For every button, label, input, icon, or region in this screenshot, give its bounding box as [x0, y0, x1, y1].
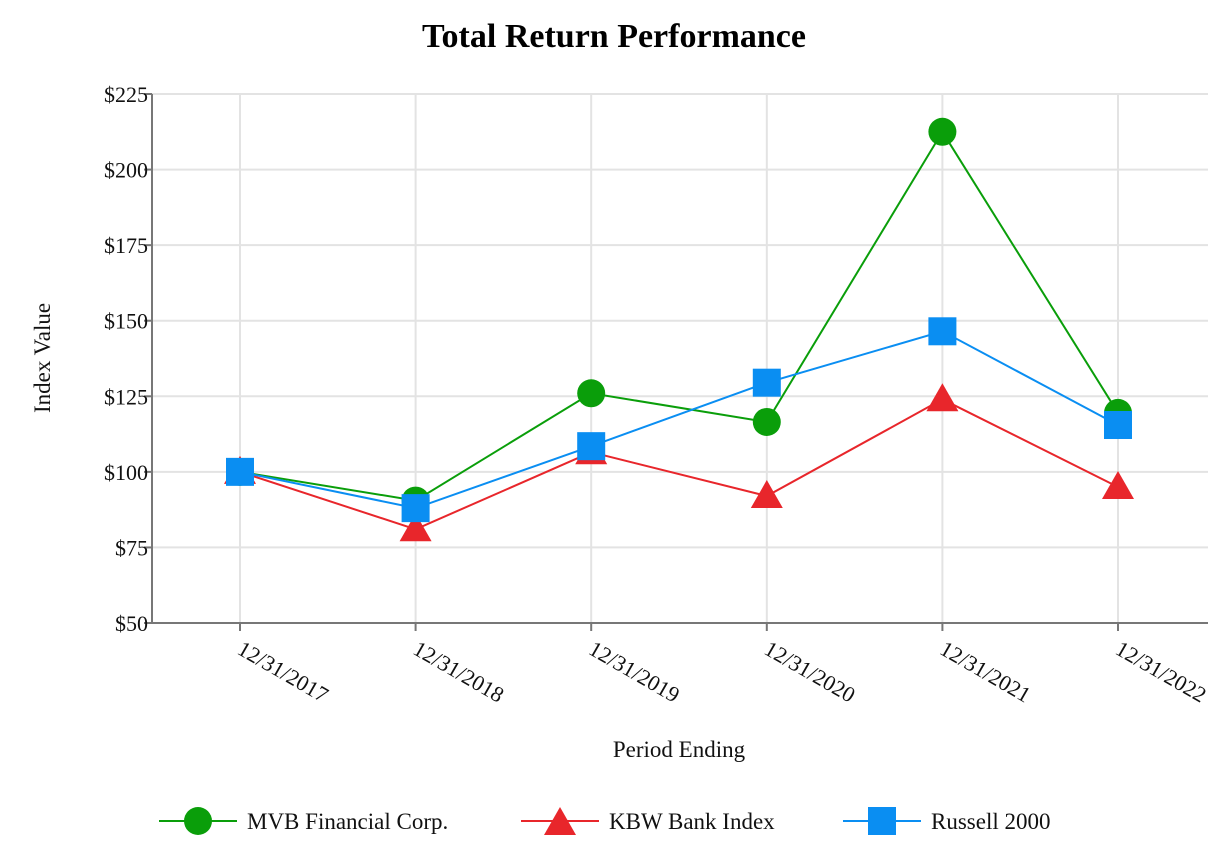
axes: $50 $75 $100 $125 $150 $175 $200 $225 12/31/2017… [104, 82, 1211, 707]
legend-label: Russell 2000 [931, 809, 1050, 834]
russell-2000-point [577, 432, 606, 461]
mvb-financial-corp-point [577, 379, 606, 408]
mvb-financial-corp-point [928, 117, 957, 146]
russell-2000-point [928, 317, 957, 346]
y-tick-label: $225 [104, 82, 148, 107]
x-tick-label: 12/31/2021 [936, 636, 1035, 708]
y-tick-label: $150 [104, 309, 148, 334]
legend-marker [544, 807, 576, 835]
x-tick-label: 12/31/2019 [585, 636, 684, 708]
y-tick-label: $125 [104, 384, 148, 409]
y-tick-label: $100 [104, 460, 148, 485]
grid [152, 93, 1208, 623]
y-tick-label: $200 [104, 158, 148, 183]
russell-2000-point [1104, 411, 1132, 440]
kbw-bank-index-point [399, 513, 432, 542]
russell-2000-point [752, 368, 781, 397]
mvb-financial-corp-point [752, 407, 781, 436]
series [224, 117, 1134, 542]
chart-title: Total Return Performance [422, 18, 806, 55]
legend-marker [184, 807, 212, 835]
x-tick-label: 12/31/2017 [234, 636, 333, 708]
legend-item-kbw-bank-index: KBW Bank Index [521, 807, 775, 835]
russell-2000-point [226, 457, 254, 486]
legend-label: MVB Financial Corp. [247, 809, 448, 834]
y-axis-title: Index Value [30, 303, 55, 413]
x-tick-label: 12/31/2022 [1112, 636, 1211, 708]
kbw-bank-index-point [750, 480, 783, 509]
kbw-bank-index-point [1102, 470, 1134, 499]
kbw-bank-index-point [926, 383, 959, 412]
y-tick-label: $175 [104, 233, 148, 258]
legend-label: KBW Bank Index [609, 809, 775, 834]
y-tick-label: $50 [115, 611, 148, 636]
legend: MVB Financial Corp. KBW Bank Index Russell… [159, 807, 1050, 835]
y-tick-label: $75 [115, 535, 148, 560]
legend-item-mvb-financial-corp: MVB Financial Corp. [159, 807, 448, 835]
russell-2000-line [239, 330, 1119, 510]
legend-item-russell-2000: Russell 2000 [843, 807, 1050, 835]
x-tick-label: 12/31/2018 [409, 636, 508, 708]
series-mvb-financial-corp [226, 117, 1132, 515]
kbw-bank-index-line [239, 398, 1119, 531]
legend-marker [868, 807, 896, 835]
series-russell-2000 [226, 317, 1132, 523]
mvb-financial-corp-line [239, 129, 1119, 502]
x-axis-title: Period Ending [613, 737, 746, 762]
russell-2000-point [401, 494, 430, 523]
x-tick-label: 12/31/2020 [760, 636, 859, 708]
